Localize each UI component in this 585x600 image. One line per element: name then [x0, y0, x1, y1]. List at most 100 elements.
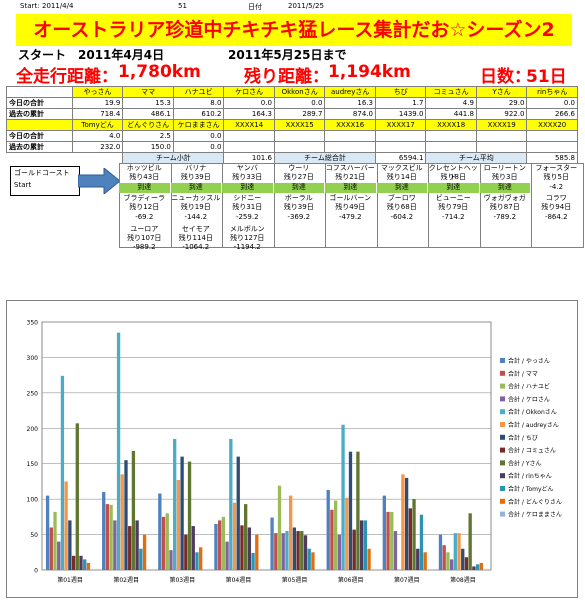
bar [158, 493, 162, 570]
past-total-cell: 266.6 [526, 108, 578, 120]
today-total-cell: 1.7 [374, 97, 427, 109]
bar [408, 508, 412, 570]
bar [292, 527, 297, 570]
past-total-cell [273, 141, 326, 153]
bar [390, 511, 394, 570]
start-label-large: スタート [18, 48, 67, 62]
bar [53, 511, 57, 570]
waypoint-name: ウーリ [288, 164, 310, 172]
member-name: audreyさん [324, 86, 376, 98]
waypoint-name: ローリートン [483, 164, 526, 172]
waypoint-reached: 到達 [428, 183, 479, 193]
member-name: XXXX16 [324, 119, 376, 131]
total-distance-value: 1,780km [118, 62, 201, 82]
start-label: Start: [20, 2, 40, 10]
today-total-cell [374, 130, 427, 142]
member-name: XXXX18 [425, 119, 477, 131]
bar [214, 523, 218, 570]
bar [180, 456, 184, 570]
bar [468, 513, 472, 570]
bar [386, 511, 390, 570]
bar [333, 500, 338, 570]
bar [240, 525, 244, 570]
bar [270, 517, 274, 570]
past-total-cell: 874.0 [324, 108, 376, 120]
blank [7, 153, 123, 164]
legend-label: 合計 / ケロさん [508, 395, 550, 403]
bar [446, 552, 450, 570]
waypoint-distance: -1064.2 [182, 243, 210, 251]
bar [165, 513, 169, 570]
header-bar: Start: 2011/4/4 51 日付 2011/5/25 [0, 0, 585, 14]
legend-swatch [500, 447, 505, 453]
bar [142, 534, 147, 570]
legend-swatch [500, 460, 505, 466]
y-tick-label: 50 [30, 532, 38, 539]
bar [401, 474, 405, 570]
bar [68, 520, 72, 570]
waypoint-remaining-days: 残り68日 [386, 203, 417, 211]
bar [244, 504, 248, 570]
bar [109, 504, 113, 570]
bar [176, 480, 181, 570]
past-total-cell: 1439.0 [374, 108, 427, 120]
bar [307, 548, 311, 570]
waypoint-column [531, 163, 584, 248]
legend-swatch [500, 370, 505, 376]
bar [472, 566, 476, 570]
bar [300, 531, 304, 570]
bar [419, 514, 424, 570]
waypoint-remaining-days: 残り33日 [232, 173, 263, 181]
y-tick-label: 350 [27, 320, 39, 327]
bar [71, 555, 76, 570]
bar [229, 438, 233, 570]
legend-swatch [500, 486, 505, 491]
bar [83, 559, 87, 570]
bar [348, 451, 353, 570]
bar [438, 534, 443, 570]
legend-label: 合計 / やっさん [508, 357, 550, 365]
waypoint-name: メルボルン [229, 225, 265, 233]
member-name: コミュさん [425, 86, 477, 98]
waypoint-remaining-days: 残り14日 [386, 173, 417, 181]
today-total-label: 今日の合計 [6, 130, 73, 142]
legend-label: 合計 / ハナユビ [508, 383, 550, 391]
bar [184, 534, 188, 570]
days-label: 日数： [480, 67, 531, 87]
legend-swatch [500, 396, 505, 402]
bar [49, 527, 53, 570]
bar [303, 535, 308, 570]
bar [464, 557, 469, 570]
bar [281, 533, 285, 570]
bar [359, 520, 364, 570]
waypoint-name: ビューニー [435, 194, 471, 202]
today-total-cell [425, 130, 477, 142]
today-total-cell: 15.3 [122, 97, 174, 109]
waypoint-name: フォースター [535, 164, 578, 172]
page-title: オーストラリア珍道中チキチキ猛レース集計だお☆シーズン2 [16, 14, 572, 46]
legend-label: 合計 / ママ [508, 370, 538, 378]
y-tick-label: 0 [34, 568, 38, 575]
current-date: 2011/5/25 [288, 2, 324, 10]
member-name: ケロさん [223, 86, 275, 98]
bar [352, 529, 356, 570]
past-total-cell [526, 141, 578, 153]
legend-label: 合計 / どんぐりさん [508, 498, 562, 506]
waypoint-reached: 到達 [479, 183, 530, 193]
bar [363, 520, 367, 570]
waypoint-name: バリナ [185, 164, 207, 172]
bar [442, 545, 446, 570]
row-header-blank [6, 119, 73, 131]
legend-label: 合計 / Tomyどん [508, 485, 554, 493]
bar [116, 332, 121, 570]
x-tick-label: 第08週目 [450, 576, 476, 584]
waypoint-name: セイモア [181, 225, 210, 233]
chart-frame [6, 300, 578, 598]
today-total-cell: 19.9 [71, 97, 124, 109]
bar [457, 533, 461, 570]
legend-label: 合計 / Okkonさん [508, 408, 557, 416]
legend-swatch [500, 422, 505, 427]
bar [221, 516, 226, 570]
today-total-cell: 2.5 [122, 130, 174, 142]
member-name: ケロままさん [172, 119, 225, 131]
